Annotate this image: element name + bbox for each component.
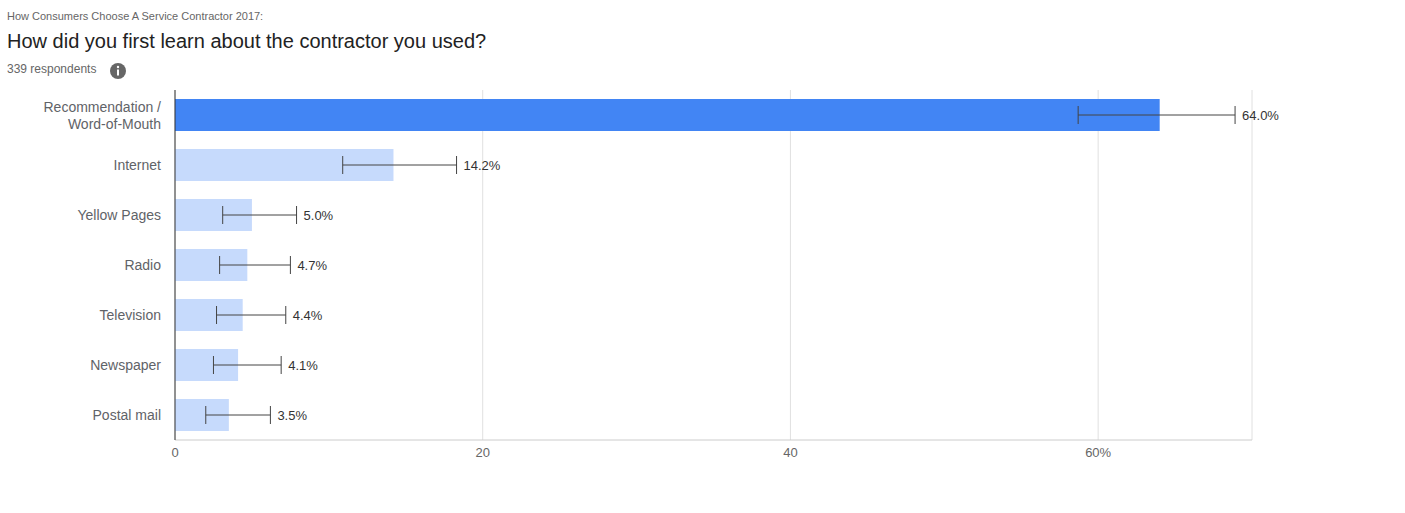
svg-text:64.0%: 64.0% <box>1242 108 1279 123</box>
svg-text:4.4%: 4.4% <box>293 308 323 323</box>
html-text:How did you first learn about: How did you first learn about the contra… <box>7 30 487 52</box>
svg-text:40: 40 <box>783 445 797 460</box>
svg-text:Recommendation /Word-of-Mouth: Recommendation /Word-of-Mouth <box>43 99 161 132</box>
html-text:339 respondents: 339 respondents <box>7 62 97 76</box>
html-text:How Consumers Choose A Service: How Consumers Choose A Service Contracto… <box>7 10 264 22</box>
svg-text:5.0%: 5.0% <box>304 208 334 223</box>
svg-text:Yellow Pages: Yellow Pages <box>77 207 161 223</box>
svg-text:Television: Television <box>100 307 161 323</box>
svg-text:3.5%: 3.5% <box>277 408 307 423</box>
svg-text:Postal mail: Postal mail <box>93 407 161 423</box>
svg-text:20: 20 <box>475 445 489 460</box>
svg-text:4.1%: 4.1% <box>288 358 318 373</box>
svg-text:14.2%: 14.2% <box>464 158 501 173</box>
svg-text:4.7%: 4.7% <box>297 258 327 273</box>
svg-text:0: 0 <box>171 445 178 460</box>
svg-text:60%: 60% <box>1085 445 1111 460</box>
svg-text:Newspaper: Newspaper <box>90 357 161 373</box>
svg-text:Internet: Internet <box>114 157 162 173</box>
svg-text:Radio: Radio <box>124 257 161 273</box>
